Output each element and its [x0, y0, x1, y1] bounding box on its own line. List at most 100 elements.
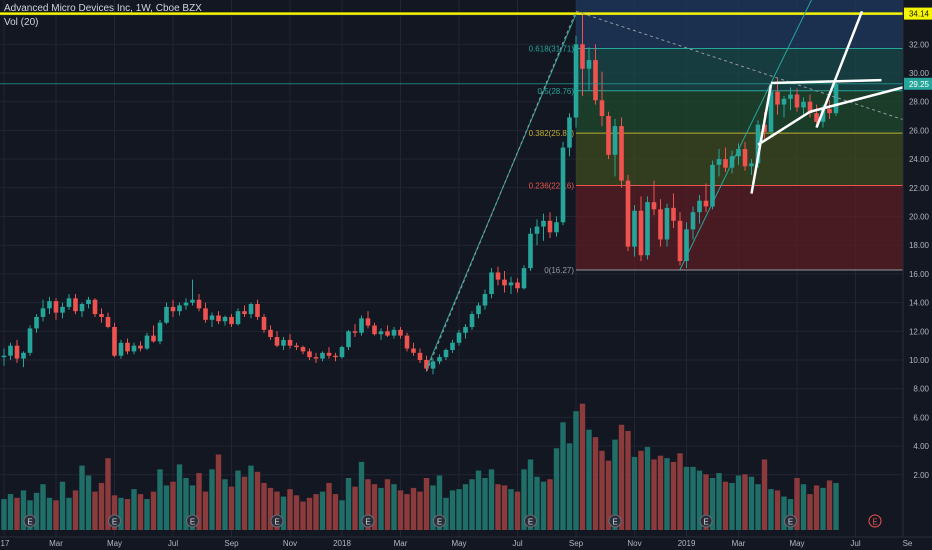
candle-body: [99, 314, 104, 317]
earnings-marker-label: E: [274, 518, 279, 527]
candle-body: [430, 361, 436, 369]
volume-bar: [202, 491, 209, 530]
candle-body: [326, 352, 332, 356]
candle-body: [86, 299, 91, 305]
earnings-marker: [868, 514, 882, 528]
volume-bar: [716, 473, 722, 530]
candle-body: [482, 293, 488, 306]
volume-bar: [644, 447, 651, 530]
volume-bar: [761, 459, 768, 530]
candle-body: [560, 147, 566, 223]
candle-body: [489, 272, 494, 294]
candle-body: [554, 222, 559, 233]
candle-body: [66, 298, 72, 307]
candle-body: [495, 272, 501, 280]
candle-body: [476, 305, 481, 315]
price-axis[interactable]: 38.0036.0034.0032.0030.0028.0026.0024.00…: [902, 0, 932, 550]
volume-bar: [521, 469, 527, 530]
candle-body: [658, 209, 663, 240]
candle-body: [138, 345, 143, 349]
volume-bar: [215, 454, 222, 530]
volume-bar: [527, 459, 534, 530]
volume-bar: [573, 411, 579, 530]
candle-body: [261, 316, 267, 330]
candle-body: [352, 331, 358, 333]
volume-bar: [170, 481, 176, 530]
volume-bar: [475, 470, 482, 530]
candle-body: [339, 347, 345, 358]
volume-bar: [638, 450, 644, 530]
earnings-marker: [108, 514, 121, 528]
volume-bar: [46, 497, 53, 530]
time-tick-label: May: [789, 539, 804, 548]
volume-indicator-label[interactable]: Vol (20): [4, 17, 39, 28]
volume-bar: [592, 437, 599, 530]
price-tick-label: 12.00: [909, 327, 930, 336]
trend-line-white: [809, 83, 915, 113]
earnings-marker: [524, 514, 537, 528]
candle-body: [528, 233, 533, 269]
volume-bar: [365, 479, 371, 530]
trend-line-dashed: [575, 10, 915, 124]
fib-zone: [576, 48, 903, 91]
candle-body: [723, 159, 728, 168]
candle-body: [398, 329, 403, 336]
volume-bar: [547, 479, 553, 530]
volume-bar: [742, 474, 748, 530]
trend-line-trendline: [679, 0, 812, 270]
candle-body: [508, 282, 514, 286]
volume-bar: [430, 485, 436, 530]
time-axis[interactable]: 17 Mar May Jul Sep Nov 2018 Mar May Jul Sep Nov 2019…: [0, 536, 932, 550]
fib-level-label: 0.382(25.81): [529, 129, 575, 138]
volume-bar: [235, 470, 241, 530]
volume-bar: [514, 491, 521, 530]
candle-body: [456, 332, 462, 343]
volume-bar: [709, 478, 716, 530]
price-tick-label: 8.00: [913, 385, 929, 394]
volume-bar: [274, 491, 280, 530]
volume-bar: [72, 490, 79, 530]
time-tick-label: May: [451, 539, 466, 548]
candle-body: [248, 304, 254, 315]
candle-body: [469, 314, 475, 327]
candle-body: [638, 210, 644, 256]
price-tick-label: 28.00: [909, 98, 930, 107]
volume-bar: [729, 482, 735, 530]
volume-bar: [664, 458, 670, 530]
price-tick-label: 16.00: [909, 270, 930, 279]
volume-bar: [150, 491, 157, 530]
candle-body: [736, 149, 741, 157]
volume-bar: [774, 490, 781, 530]
volume-bar: [222, 479, 228, 530]
fib-level-label: 0.5(28.76): [538, 87, 575, 96]
fib-level-label: 0(16.27): [544, 266, 574, 275]
volume-bar: [358, 461, 365, 530]
candle-body: [710, 164, 715, 207]
volume-bar: [534, 476, 540, 530]
volume-bar: [800, 484, 807, 530]
price-badge: [904, 7, 932, 20]
fibonacci-retracement[interactable]: 0.786(35.90)0.618(31.71)0.5(28.76)0.382(…: [529, 0, 903, 275]
volume-bar: [690, 466, 696, 530]
volume-bar: [443, 497, 449, 530]
volume-bar: [378, 487, 384, 530]
candle-body: [268, 329, 273, 338]
price-tick-label: 26.00: [909, 126, 930, 135]
fib-zone: [576, 133, 903, 186]
candle-body: [515, 282, 520, 289]
candle-body: [294, 345, 299, 348]
candle-body: [781, 98, 787, 105]
candle-body: [411, 348, 416, 353]
candle-body: [209, 315, 215, 320]
trend-lines[interactable]: [0, 0, 915, 372]
candle-body: [300, 347, 306, 352]
volume-bar: [144, 499, 150, 530]
candle-body: [606, 116, 611, 155]
volume-bar: [813, 485, 820, 530]
time-tick-label: Mar: [49, 539, 63, 548]
volume-bar: [833, 482, 839, 530]
volume-bar: [670, 461, 677, 530]
volume-bar: [92, 491, 98, 530]
